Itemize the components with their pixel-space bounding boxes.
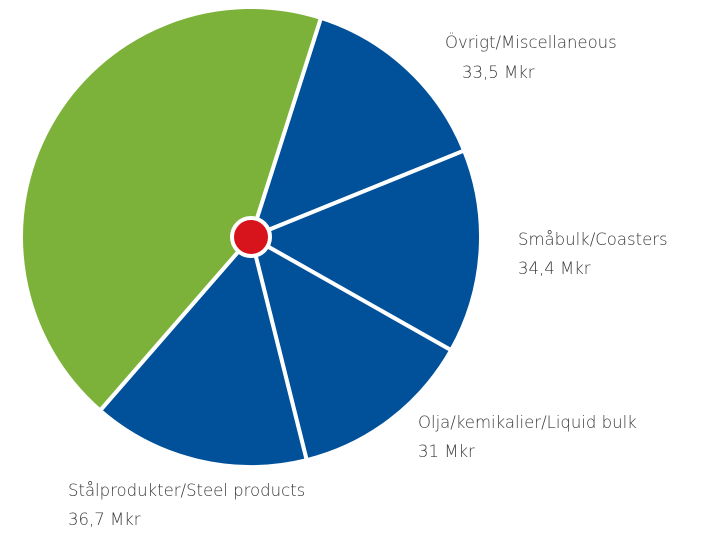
pie-slice	[249, 235, 454, 463]
pie-slice	[249, 148, 483, 353]
pie-center	[230, 216, 272, 258]
slice-label: Olja/kemikalier/Liquid bulk	[418, 413, 637, 432]
slice-label: Övrigt/Miscellaneous	[445, 33, 617, 52]
slice-value: 36,7 Mkr	[68, 510, 141, 529]
pie-slice	[19, 5, 323, 413]
slice-value: 34,4 Mkr	[518, 259, 591, 278]
slice-value: 33,5 Mkr	[462, 63, 535, 82]
slice-label: Stålprodukter/Steel products	[68, 481, 305, 500]
pie-slice	[98, 235, 309, 469]
slice-value: 31 Mkr	[418, 442, 475, 461]
slice-label: Småbulk/Coasters	[518, 230, 668, 249]
